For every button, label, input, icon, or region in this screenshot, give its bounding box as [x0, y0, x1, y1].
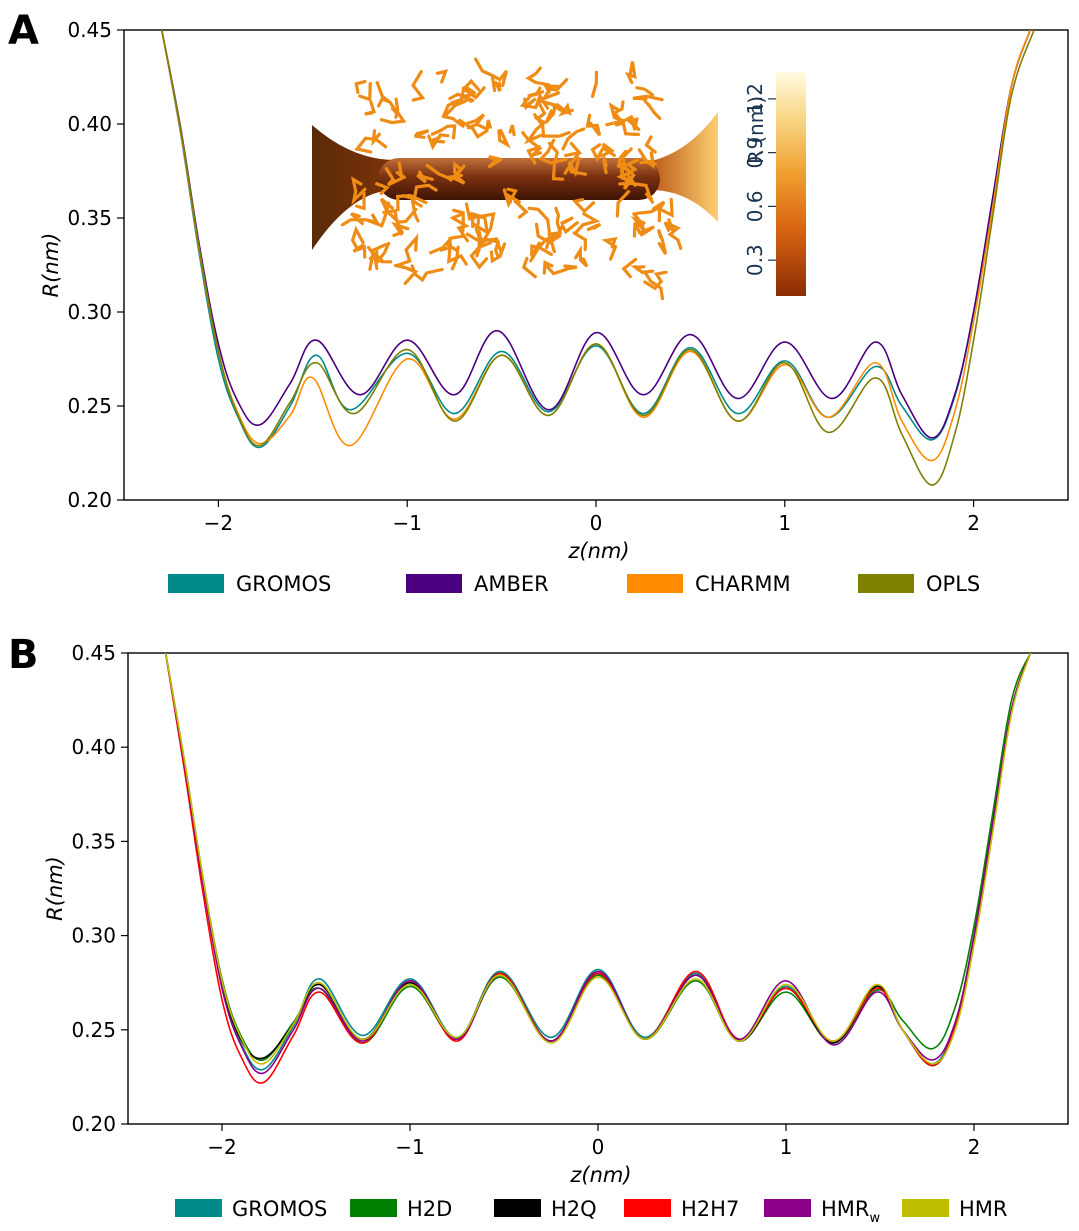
y-tick-label: 0.25 [71, 1018, 116, 1042]
colorbar-label: R (nm) [744, 96, 768, 164]
y-tick-label: 0.35 [67, 206, 112, 230]
legend-swatch [627, 574, 683, 593]
y-tick-label: 0.40 [71, 735, 116, 759]
panel-a-letter: A [8, 8, 39, 54]
panel-b-series [164, 653, 1032, 1084]
legend-label: GROMOS [236, 572, 331, 596]
x-axis-label: z(nm) [569, 1163, 631, 1187]
legend-swatch [168, 574, 224, 593]
y-axis-label: R(nm) [39, 233, 63, 298]
legend-label: HMRw [821, 1197, 881, 1226]
colorbar-gradient [776, 72, 806, 296]
legend-label: H2H7 [681, 1197, 739, 1221]
legend-swatch [902, 1199, 949, 1217]
panel-b-letter: B [8, 632, 39, 678]
panel-b-axes: −2 −1 0 1 2 0.20 0.25 0.30 0.35 0.40 0.45 z(nm) R(nm… [43, 641, 1069, 1187]
y-tick-label: 0.40 [67, 112, 112, 136]
legend-swatch [406, 574, 462, 593]
legend-swatch [494, 1199, 541, 1217]
y-tick-label: 0.45 [71, 641, 116, 665]
peptide-sticks [340, 57, 683, 301]
pore-structure-inset [312, 57, 718, 301]
y-tick-label: 0.35 [71, 829, 116, 853]
x-tick-label: −2 [204, 511, 233, 535]
panel-a-series [160, 30, 1035, 486]
colorbar-tick-label: 0.6 [743, 190, 767, 222]
legend-label: H2D [407, 1197, 452, 1221]
x-axis-label: z(nm) [567, 539, 629, 563]
y-tick-label: 0.20 [71, 1112, 116, 1136]
panel-a-axes: −2 −1 0 1 2 0.20 0.25 0.30 0.35 0.40 0.45 z(nm) R(nm… [39, 18, 1069, 563]
legend-swatch [350, 1199, 397, 1217]
colorbar-tick-label: 0.9 [743, 137, 767, 169]
y-tick-label: 0.30 [71, 924, 116, 948]
panel-b: B −2 −1 0 1 2 0.20 0.25 0.30 0.35 0.40 0.45 z(nm) R(… [8, 632, 1069, 1226]
x-tick-label: 2 [967, 511, 980, 535]
colorbar-tick-label: 1.2 [743, 83, 767, 115]
y-tick-label: 0.45 [67, 18, 112, 42]
legend-label: OPLS [926, 572, 980, 596]
colorbar: 0.3 0.6 0.9 1.2 R (nm) [743, 72, 806, 296]
legend-swatch [175, 1199, 222, 1217]
y-tick-label: 0.20 [67, 488, 112, 512]
series-line-gromos [160, 30, 1031, 449]
panel-a: A −2 −1 0 1 2 0.20 0.25 0.30 0.35 0.40 0.45 z(nm) R(… [8, 8, 1069, 596]
plot-frame [127, 652, 1069, 1125]
colorbar-tick-label: 0.3 [743, 244, 767, 276]
legend-label: HMR [959, 1197, 1008, 1221]
legend-label: CHARMM [695, 572, 791, 596]
series-line-gromos [164, 653, 1032, 1071]
legend-label: AMBER [474, 572, 549, 596]
series-line-h2d [164, 653, 1032, 1061]
x-tick-label: −1 [395, 1135, 424, 1159]
series-line-charmm [160, 30, 1031, 462]
legend-label: H2Q [551, 1197, 597, 1221]
x-tick-label: 1 [780, 1135, 793, 1159]
series-line-amber [160, 30, 1031, 439]
y-tick-label: 0.30 [67, 300, 112, 324]
x-tick-label: 0 [590, 511, 603, 535]
plot-frame [123, 29, 1069, 501]
series-line-hmr [164, 653, 1032, 1065]
panel-b-legend: GROMOS H2D H2Q H2H7 HMRw HMR [175, 1197, 1008, 1226]
legend-swatch [624, 1199, 671, 1217]
series-line-h2q [164, 653, 1032, 1067]
y-tick-label: 0.25 [67, 394, 112, 418]
panel-a-legend: GROMOS AMBER CHARMM OPLS [168, 572, 980, 596]
legend-label: GROMOS [232, 1197, 327, 1221]
x-tick-label: −2 [207, 1135, 236, 1159]
legend-swatch [764, 1199, 811, 1217]
series-line-hmrw [164, 653, 1032, 1075]
x-tick-label: −1 [392, 511, 421, 535]
series-line-opls [160, 30, 1035, 486]
y-axis-label: R(nm) [43, 856, 67, 921]
legend-swatch [858, 574, 914, 593]
x-tick-label: 0 [592, 1135, 605, 1159]
x-tick-label: 1 [778, 511, 791, 535]
series-line-h2h7 [164, 653, 1032, 1084]
x-tick-label: 2 [968, 1135, 981, 1159]
